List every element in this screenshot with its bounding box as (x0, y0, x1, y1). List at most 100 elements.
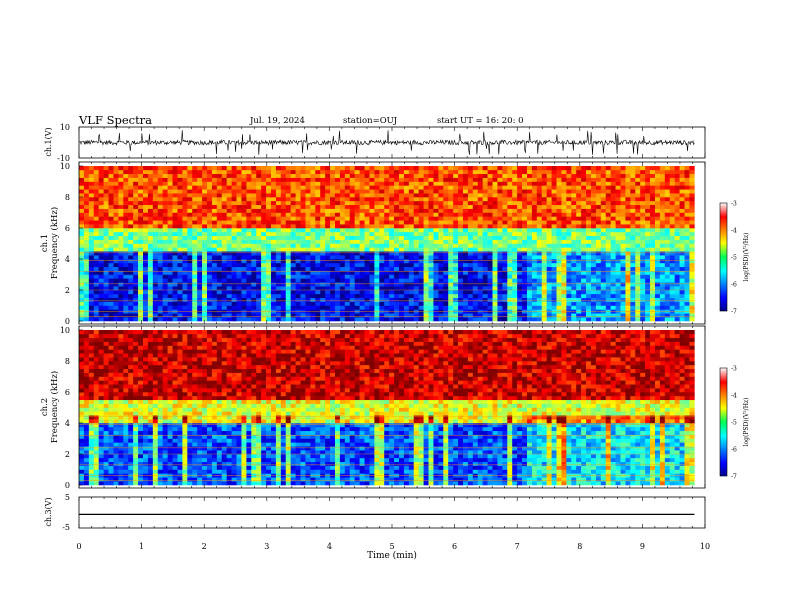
ch1-spectrogram-cell (551, 208, 557, 213)
ch1-spectrogram-cell (138, 270, 144, 275)
ch1-spectrogram-cell (138, 193, 144, 198)
ch1-spectrogram-cell (462, 293, 469, 299)
ch1-spectrogram-cell (103, 173, 109, 178)
ch1-spectrogram-cell (330, 255, 336, 260)
ch1-spectrogram-cell (152, 235, 159, 240)
ch1-spectrogram-cell (566, 224, 572, 229)
ch1-spectrogram-cell (384, 313, 390, 318)
ch1-spectrogram-cell (394, 224, 400, 229)
ch1-spectrogram-cell (266, 286, 272, 291)
ch1-spectrogram-cell (590, 317, 597, 322)
ch1-spectrogram-cell (546, 231, 552, 237)
ch1-spectrogram-cell (192, 166, 198, 171)
ch1-spectrogram-cell (206, 259, 213, 264)
ch1-spectrogram-cell (408, 286, 415, 291)
ch1-spectrogram-cell (659, 266, 666, 271)
ch1-spectrogram-cell (192, 301, 198, 306)
ch1-spectrogram-cell (98, 301, 104, 306)
ch1-spectrogram-cell (295, 286, 301, 291)
ch1-spectrogram-cell (280, 297, 287, 302)
ch1-spectrogram-cell (453, 255, 459, 260)
ch1-spectrogram-cell (605, 270, 611, 275)
ch1-spectrogram-cell (423, 166, 429, 171)
ch1-spectrogram-cell (167, 169, 173, 175)
ch1-spectrogram-cell (172, 189, 178, 194)
ch1-spectrogram-cell (477, 216, 483, 221)
ch1-spectrogram-cell (211, 204, 218, 209)
ch1-spectrogram-cell (98, 251, 104, 256)
ch1-spectrogram-cell (162, 224, 168, 229)
ch1-spectrogram-cell (216, 208, 223, 213)
ch1-spectrogram-cell (206, 282, 213, 287)
ch1-spectrogram-cell (157, 251, 163, 256)
ch1-spectrogram-cell (98, 169, 104, 175)
ch1-spectrogram-cell (275, 247, 282, 252)
ch1-spectrogram-cell (502, 235, 508, 240)
ch1-spectrogram-cell (88, 189, 95, 194)
ch1-spectrogram-cell (586, 166, 592, 171)
ch1-spectrogram-cell (167, 317, 173, 322)
ch1-spectrogram-cell (334, 224, 341, 229)
ch1-spectrogram-cell (197, 282, 203, 287)
ch1-spectrogram-cell (576, 235, 582, 240)
ch1-spectrogram-cell (605, 247, 611, 252)
ch1-spectrogram-cell (605, 208, 611, 213)
ch1-spectrogram-cell (118, 197, 124, 202)
ch1-spectrogram-cell (645, 189, 651, 194)
ch1-spectrogram-cell (98, 305, 104, 310)
ch1-spectrogram-cell (157, 305, 163, 310)
ch1-spectrogram-cell (586, 189, 592, 194)
ch1-spectrogram-cell (635, 297, 641, 302)
ch1-spectrogram-cell (79, 297, 85, 302)
ch1-spectrogram-cell (536, 266, 543, 271)
ch1-spectrogram-cell (650, 270, 656, 275)
ch1-spectrogram-cell (487, 251, 493, 256)
ch1-spectrogram-cell (536, 185, 543, 190)
ch1-spectrogram-cell (182, 197, 188, 202)
ch1-spectrogram-cell (428, 297, 434, 302)
ch1-spectrogram-cell (595, 181, 602, 186)
ch1-spectrogram-cell (551, 313, 557, 318)
ch1-spectrogram-cell (344, 317, 351, 322)
ch1-spectrogram-cell (256, 317, 262, 322)
ch1-spectrogram-cell (615, 317, 621, 322)
ch1-spectrogram-cell (211, 270, 218, 275)
ch1-spectrogram-cell (221, 208, 227, 213)
ch1-spectrogram-cell (418, 282, 424, 287)
ch1-spectrogram-cell (330, 235, 336, 240)
ch1-spectrogram-cell (458, 266, 464, 271)
ch1-spectrogram-cell (334, 255, 341, 260)
ch1-spectrogram-cell (172, 239, 178, 244)
ch1-spectrogram-cell (138, 173, 144, 178)
ch1-spectrogram-cell (413, 305, 419, 310)
ch1-spectrogram-cell (295, 177, 301, 182)
ch1-spectrogram-cell (418, 274, 424, 279)
ch1-spectrogram-cell (266, 220, 272, 225)
ch1-spectrogram-cell (79, 169, 85, 175)
ch1-spectrogram-cell (522, 278, 528, 283)
ch1-spectrogram-cell (654, 200, 661, 206)
ch1-spectrogram-cell (413, 313, 419, 318)
ch1-spectrogram-cell (354, 173, 360, 178)
ch1-spectrogram-cell (433, 166, 439, 171)
ch1-spectrogram-cell (270, 247, 277, 252)
ch1-spectrogram-cell (630, 197, 636, 202)
ch1-spectrogram-cell (595, 259, 602, 264)
ch1-spectrogram-cell (384, 224, 390, 229)
ch1-spectrogram-cell (669, 262, 675, 268)
ch1-spectrogram-cell (467, 301, 474, 306)
ch1-spectrogram-cell (143, 208, 149, 213)
ch1-spectrogram-cell (182, 313, 188, 318)
ch1-spectrogram-cell (379, 235, 385, 240)
ch1-spectrogram-cell (586, 305, 592, 310)
ch1-spectrogram-cell (226, 313, 232, 318)
ch1-spectrogram-cell (349, 259, 355, 264)
ch1-spectrogram-cell (654, 259, 661, 264)
ch1-spectrogram-cell (610, 166, 616, 171)
ch1-spectrogram-cell (462, 200, 469, 206)
ch1-spectrogram-cell (586, 197, 592, 202)
ch1-spectrogram-cell (576, 282, 582, 287)
ch1-spectrogram-cell (600, 204, 607, 209)
ch1-spectrogram-cell (561, 239, 567, 244)
ch1-spectrogram-cell (467, 208, 474, 213)
